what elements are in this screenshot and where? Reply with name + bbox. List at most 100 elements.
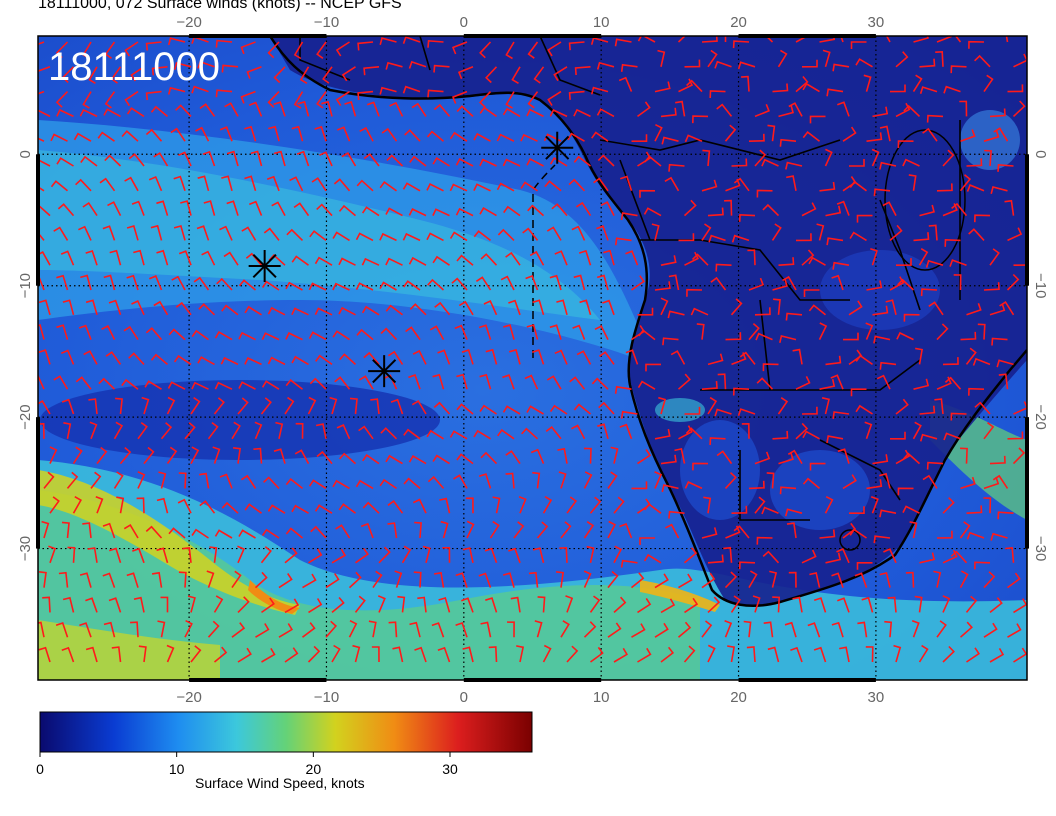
wind-barb xyxy=(199,103,216,117)
wind-barb xyxy=(723,546,733,563)
wind-barb xyxy=(677,621,692,638)
wind-barb xyxy=(619,175,633,192)
wind-barb xyxy=(215,39,233,48)
wind-barb xyxy=(508,299,521,316)
wind-barb xyxy=(771,223,782,241)
wind-barb xyxy=(331,596,345,614)
wind-barb xyxy=(319,151,333,167)
wind-barb xyxy=(314,307,333,316)
wind-barb xyxy=(897,140,914,149)
wind-barb xyxy=(111,646,122,663)
wind-barb xyxy=(871,148,880,167)
wind-barb xyxy=(670,350,686,365)
wind-barb xyxy=(953,274,962,291)
wind-barb xyxy=(263,227,280,241)
wind-barb xyxy=(826,88,844,97)
wind-barb xyxy=(992,474,1009,489)
wind-barb xyxy=(454,324,468,340)
wind-barb xyxy=(532,547,545,563)
wind-barb xyxy=(173,225,186,241)
wind-barb xyxy=(645,363,661,372)
wind-barb xyxy=(619,423,633,440)
wind-barb xyxy=(801,59,818,68)
storm-marker-1 xyxy=(248,250,281,282)
wind-barb xyxy=(528,571,539,588)
wind-barb xyxy=(959,174,972,192)
wind-barb xyxy=(625,250,639,266)
wind-barb xyxy=(602,299,615,316)
wind-barb xyxy=(137,421,148,440)
wind-barb xyxy=(167,37,186,46)
wind-barb xyxy=(160,596,169,613)
wind-barb xyxy=(479,207,497,217)
wind-barb xyxy=(772,83,789,93)
wind-barb xyxy=(919,552,936,564)
wind-barb xyxy=(302,622,316,638)
wind-barb xyxy=(843,332,859,341)
wind-barb xyxy=(966,303,982,316)
wind-barb xyxy=(308,548,323,564)
wind-barb xyxy=(156,497,169,514)
wind-barb xyxy=(387,350,404,365)
wind-barb xyxy=(903,104,921,117)
wind-barb xyxy=(918,248,929,266)
wind-barb xyxy=(178,250,192,266)
wind-barb xyxy=(145,327,163,341)
wind-barb xyxy=(238,279,257,291)
wind-barb xyxy=(756,36,774,43)
wind-barb xyxy=(993,127,1009,142)
wind-barb xyxy=(302,573,317,589)
wind-barb xyxy=(130,621,139,638)
wind-barb xyxy=(966,647,981,663)
wind-barb xyxy=(178,472,187,489)
wind-barb xyxy=(124,176,139,192)
wind-barb xyxy=(684,406,701,415)
wind-barb xyxy=(507,621,515,638)
wind-barb xyxy=(613,496,625,514)
wind-barb xyxy=(998,373,1009,390)
wind-barb xyxy=(103,621,116,638)
wind-barb xyxy=(362,453,380,465)
wind-barb xyxy=(919,86,938,94)
wind-barb xyxy=(560,521,572,539)
wind-barb xyxy=(724,124,737,142)
wind-barb xyxy=(456,403,474,415)
wind-barb xyxy=(116,496,125,514)
wind-barb xyxy=(392,646,404,663)
wind-barb xyxy=(895,398,909,415)
wind-barb xyxy=(102,225,116,241)
wind-barb xyxy=(354,595,366,613)
wind-barb xyxy=(462,646,474,663)
wind-barb xyxy=(237,596,250,613)
wind-barb xyxy=(571,424,586,440)
wind-barb xyxy=(150,105,169,118)
wind-barb xyxy=(273,448,286,464)
wind-barb xyxy=(589,496,602,514)
wind-barb xyxy=(479,373,492,390)
wind-barb xyxy=(356,179,374,192)
wind-barb xyxy=(879,361,897,370)
wind-barb xyxy=(348,571,362,589)
wind-barb xyxy=(409,621,421,638)
wind-barb xyxy=(349,397,358,415)
wind-barb xyxy=(49,446,58,464)
wind-barb xyxy=(489,520,500,539)
wind-barb xyxy=(109,249,122,266)
wind-barb xyxy=(583,447,592,464)
wind-barb xyxy=(184,619,193,638)
wind-barb xyxy=(527,204,545,217)
wind-barb xyxy=(151,571,163,588)
wind-barb xyxy=(85,597,98,613)
wind-barb xyxy=(936,183,953,192)
wind-barb xyxy=(944,238,961,247)
wind-barb xyxy=(284,598,300,614)
wind-barb xyxy=(133,249,145,266)
wind-barb xyxy=(778,452,794,465)
wind-barb xyxy=(1007,84,1024,93)
wind-barb xyxy=(273,101,286,117)
wind-barb xyxy=(516,645,525,663)
wind-barb xyxy=(212,446,221,464)
wind-barb xyxy=(344,100,357,117)
wind-barb xyxy=(795,233,812,242)
wind-barb xyxy=(167,381,186,390)
